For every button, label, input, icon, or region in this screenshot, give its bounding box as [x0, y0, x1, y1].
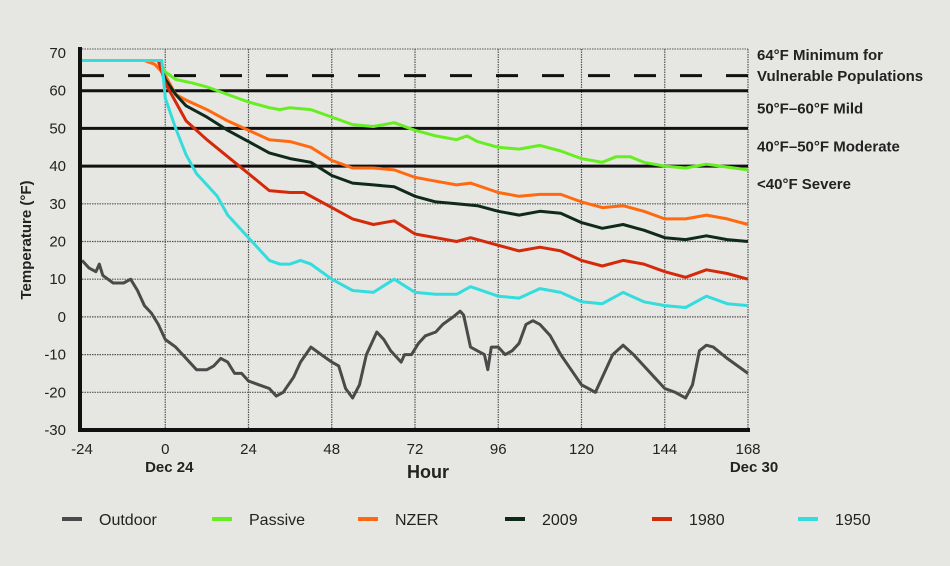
x-tick-label: 24: [240, 441, 257, 458]
threshold-label: Vulnerable Populations: [757, 68, 923, 85]
axes: -30 -20 -10 0 10 20 30 40 50 60 70 -24 0 24 48 72 96 120 1…: [44, 45, 778, 476]
date-label: Dec 30: [730, 459, 778, 476]
y-tick-label: 50: [49, 120, 66, 137]
legend-label: NZER: [395, 512, 439, 529]
legend: Outdoor Passive NZER 2009 1980 1950: [62, 512, 871, 529]
x-tick-label: 72: [407, 441, 424, 458]
x-tick-label: 168: [735, 441, 760, 458]
legend-label: 2009: [542, 512, 578, 529]
x-tick-label: -24: [71, 441, 93, 458]
x-tick-label: 120: [569, 441, 594, 458]
x-tick-label: 96: [490, 441, 507, 458]
y-tick-label: 70: [49, 45, 66, 62]
legend-label: Outdoor: [99, 512, 157, 529]
legend-label: 1980: [689, 512, 725, 529]
series-line-1980: [82, 59, 749, 281]
threshold-label: 64°F Minimum for: [757, 47, 883, 64]
y-tick-label: -30: [44, 422, 66, 439]
y-tick-label: 20: [49, 234, 66, 251]
y-axis-label: Temperature (°F): [18, 180, 35, 299]
date-label: Dec 24: [145, 459, 194, 476]
grid: [82, 48, 749, 430]
series-line-nzer: [82, 59, 749, 226]
y-tick-label: 0: [58, 309, 66, 326]
legend-label: Passive: [249, 512, 305, 529]
y-tick-label: -10: [44, 347, 66, 364]
y-tick-label: 40: [49, 158, 66, 175]
series-line-2009: [82, 59, 749, 243]
series-line-1950: [82, 59, 749, 309]
x-axis-label: Hour: [407, 462, 449, 482]
legend-label: 1950: [835, 512, 871, 529]
threshold-lines: 64°F Minimum for Vulnerable Populations 50…: [82, 47, 923, 193]
y-tick-label: 60: [49, 83, 66, 100]
y-tick-label: 10: [49, 271, 66, 288]
x-tick-label: 144: [652, 441, 677, 458]
series-line-passive: [82, 59, 749, 172]
threshold-label: 40°F–50°F Moderate: [757, 138, 900, 155]
threshold-label: 50°F–60°F Mild: [757, 101, 863, 118]
x-tick-label: 0: [161, 441, 169, 458]
series-lines: [80, 59, 749, 400]
series-line-outdoor: [80, 259, 749, 400]
y-tick-label: -20: [44, 384, 66, 401]
threshold-label: <40°F Severe: [757, 176, 851, 193]
x-tick-label: 48: [323, 441, 340, 458]
y-tick-label: 30: [49, 196, 66, 213]
